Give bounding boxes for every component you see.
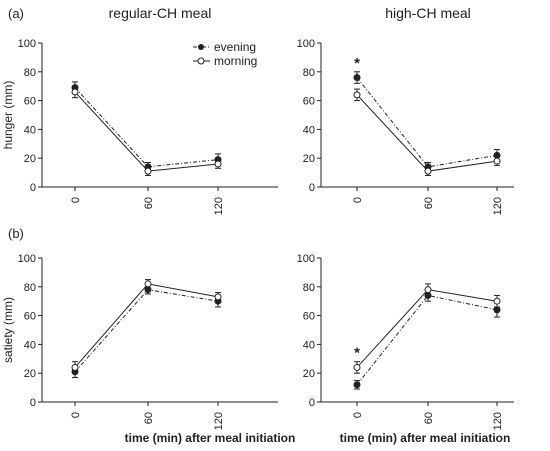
legend-morning-marker: [197, 57, 205, 65]
legend-evening-label: evening: [214, 40, 256, 54]
y-tick-label: 0: [30, 397, 36, 409]
series-morning: [71, 279, 222, 374]
series-morning: [353, 88, 501, 176]
legend-evening-marker: [198, 44, 204, 50]
y-tick-label: 40: [24, 339, 36, 351]
data-point-evening: [493, 306, 501, 314]
title-regular-ch: regular-CH meal: [109, 5, 212, 21]
data-point-morning: [71, 88, 79, 96]
data-point-morning: [424, 167, 432, 175]
x-tick-label: 0: [352, 197, 364, 203]
series-evening: [71, 81, 222, 172]
x-tick-label: 0: [352, 412, 364, 418]
series-line-morning: [74, 91, 219, 172]
data-point-morning: [214, 160, 222, 168]
series-morning: [71, 85, 222, 176]
y-tick-label: 0: [309, 182, 315, 194]
y-tick-label: 60: [24, 96, 36, 108]
significance-marker: *: [354, 55, 360, 72]
data-point-morning: [493, 157, 501, 165]
series-line-evening: [74, 87, 219, 168]
data-point-morning: [353, 91, 361, 99]
panel-b-label: (b): [8, 226, 24, 241]
y-tick-label: 20: [303, 368, 315, 380]
significance-marker: *: [354, 345, 360, 362]
data-point-morning: [493, 297, 501, 305]
series-line-evening: [356, 294, 498, 386]
legend-morning-label: morning: [214, 54, 257, 68]
y-tick-label: 40: [303, 124, 315, 136]
series-morning: [353, 283, 501, 374]
chart-panels: 0 20 40 60 80 100 0 60 120 hunger (mm) 0 20 40 60 80 10…: [1, 38, 514, 430]
y-tick-label: 60: [303, 96, 315, 108]
legend: evening morning: [193, 40, 257, 68]
x-tick-label: 60: [423, 412, 435, 424]
series-line-evening: [74, 289, 219, 373]
y-tick-label: 80: [24, 282, 36, 294]
data-point-evening: [353, 74, 361, 82]
x-tick-label: 120: [213, 412, 225, 430]
data-point-morning: [144, 167, 152, 175]
y-tick-label: 80: [303, 67, 315, 79]
xlabel-right: time (min) after meal initiation: [340, 431, 511, 445]
x-tick-label: 60: [423, 197, 435, 209]
y-tick-label: 40: [24, 124, 36, 136]
series-evening: [353, 71, 501, 172]
data-point-morning: [71, 363, 79, 371]
x-tick-label: 0: [70, 197, 82, 203]
y-tick-label: 20: [24, 368, 36, 380]
data-point-evening: [353, 381, 361, 389]
y-tick-label: 0: [309, 397, 315, 409]
data-point-morning: [214, 293, 222, 301]
panel-a-label: (a): [8, 6, 24, 21]
data-point-morning: [144, 280, 152, 288]
y-tick-label: 60: [303, 311, 315, 323]
title-high-ch: high-CH meal: [385, 5, 471, 21]
series-line-evening: [356, 77, 498, 168]
data-point-morning: [353, 363, 361, 371]
y-tick-label: 60: [24, 311, 36, 323]
x-tick-label: 60: [143, 197, 155, 209]
xlabel-left: time (min) after meal initiation: [125, 431, 296, 445]
y-tick-label: 100: [297, 38, 315, 50]
x-tick-label: 60: [143, 412, 155, 424]
y-axis-label: hunger (mm): [1, 81, 15, 150]
panel-1: 0 20 40 60 80 100 0 60 120 hunger (mm): [1, 38, 278, 215]
y-tick-label: 80: [24, 67, 36, 79]
y-tick-label: 20: [303, 153, 315, 165]
panel-3: 0 20 40 60 80 100 0 60 120 satiety (mm): [1, 253, 278, 430]
series-evening: [353, 289, 501, 390]
x-tick-label: 0: [70, 412, 82, 418]
y-tick-label: 100: [297, 253, 315, 265]
series-line-morning: [356, 94, 498, 172]
y-tick-label: 100: [18, 38, 36, 50]
series-evening: [71, 284, 222, 379]
y-tick-label: 40: [303, 339, 315, 351]
y-tick-label: 100: [18, 253, 36, 265]
y-tick-label: 20: [24, 153, 36, 165]
data-point-morning: [424, 286, 432, 294]
x-tick-label: 120: [213, 197, 225, 215]
y-axis-label: satiety (mm): [1, 297, 15, 363]
x-tick-label: 120: [492, 197, 504, 215]
panel-2: 0 20 40 60 80 100 0 60 120 *: [297, 38, 514, 215]
panel-4: 0 20 40 60 80 100 0 60 120 *: [297, 253, 514, 430]
x-tick-label: 120: [492, 412, 504, 430]
series-line-morning: [74, 283, 219, 368]
y-tick-label: 0: [30, 182, 36, 194]
y-tick-label: 80: [303, 282, 315, 294]
